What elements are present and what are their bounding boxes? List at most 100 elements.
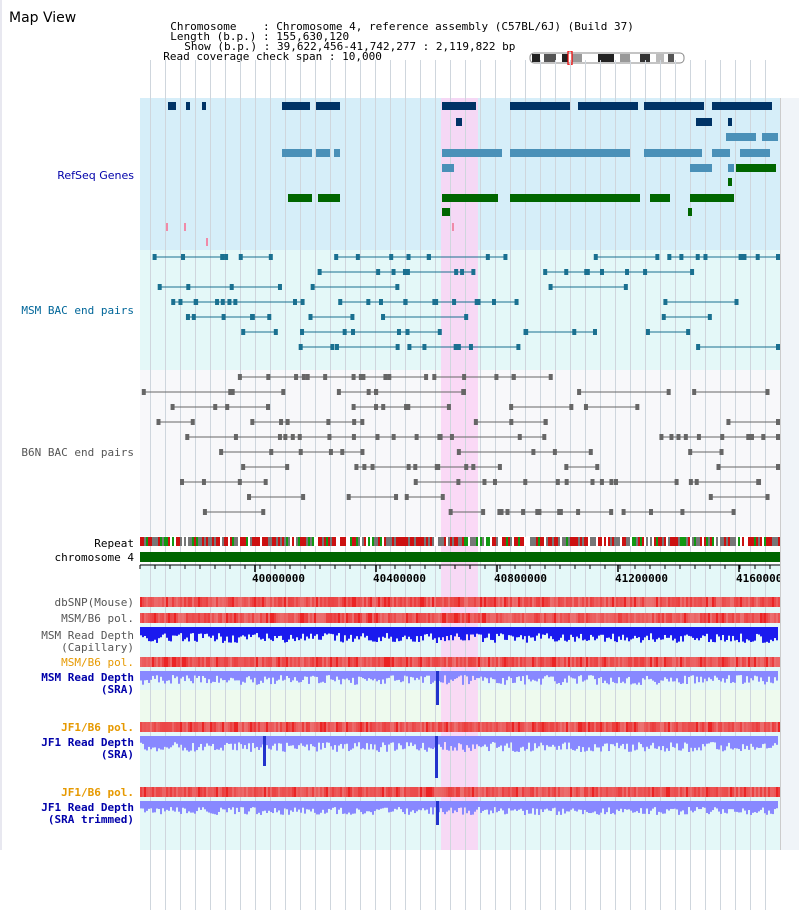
track-label-msm-depth-cap[interactable]: MSM Read Depth (41, 629, 134, 642)
msm-b6-pol-density (330, 613, 332, 623)
msm-sra-depth (586, 671, 588, 680)
msm-b6-pol-density (616, 657, 618, 667)
msm-b6-pol-density (576, 657, 578, 667)
msm-b6-pol-density (470, 613, 472, 623)
track-label-msm-bac[interactable]: MSM BAC end pairs (21, 304, 134, 317)
repeat-mark (538, 537, 540, 546)
jf1-trim-depth (594, 801, 596, 812)
msm-b6-pol-density (228, 657, 230, 667)
jf1-trim-depth (306, 801, 308, 810)
jf1-trim-depth (534, 801, 536, 815)
right-scroll-area[interactable] (780, 98, 799, 850)
track-label-chromosome[interactable]: chromosome 4 (54, 551, 134, 564)
msm-b6-pol-density (720, 657, 722, 667)
track-label-msm-depth-sra[interactable]: MSM Read Depth (41, 671, 134, 684)
b6n-bac-pair-end (448, 509, 453, 515)
repeat-mark (520, 537, 522, 546)
msm-sra-depth (662, 671, 664, 681)
msm-sra-depth (536, 671, 538, 682)
dbsnp-density (580, 597, 582, 607)
msm-capillary-depth (356, 627, 358, 637)
track-label-msm-b6-pol-1[interactable]: MSM/B6 pol. (61, 612, 134, 625)
msm-sra-depth (290, 671, 292, 683)
track-label-jf1-depth-trim[interactable]: JF1 Read Depth (41, 801, 134, 814)
msm-capillary-depth (386, 627, 388, 634)
msm-bac-pair-end (185, 314, 190, 320)
msm-b6-pol-density (530, 657, 532, 667)
jf1-sra-depth (450, 736, 452, 747)
msm-sra-depth (710, 671, 712, 680)
track-label-refseq[interactable]: RefSeq Genes (57, 169, 134, 182)
jf1-sra-depth (488, 736, 490, 752)
msm-b6-pol-density (660, 613, 662, 623)
repeat-mark (446, 537, 448, 546)
jf1-trim-depth (470, 801, 472, 815)
jf1-trim-depth (492, 801, 494, 814)
msm-bac-pair-end (381, 314, 386, 320)
msm-capillary-depth (572, 627, 574, 638)
jf1-b6-pol-density (460, 787, 462, 797)
jf1-b6-pol-density (452, 722, 454, 732)
msm-b6-pol-density (316, 657, 318, 667)
msm-sra-depth (508, 671, 510, 677)
jf1-trim-depth (288, 801, 290, 815)
repeat-mark (318, 537, 320, 546)
jf1-b6-pol-density (178, 787, 180, 797)
track-label-repeat[interactable]: Repeat (94, 537, 134, 550)
msm-sra-depth (150, 671, 152, 680)
msm-b6-pol-density (244, 613, 246, 623)
dbsnp-density (230, 597, 232, 607)
jf1-sra-depth (290, 736, 292, 746)
jf1-trim-depth (380, 801, 382, 809)
jf1-b6-pol-density (332, 787, 334, 797)
jf1-b6-pol-density (428, 787, 430, 797)
msm-capillary-depth (352, 627, 354, 642)
jf1-sra-depth (148, 736, 150, 747)
jf1-b6-pol-density (698, 722, 700, 732)
msm-capillary-depth (362, 627, 364, 634)
track-label-jf1-b6-pol-1[interactable]: JF1/B6 pol. (61, 721, 134, 734)
jf1-b6-pol-density (506, 722, 508, 732)
msm-bac-pair-end (663, 299, 668, 305)
track-label-b6n-bac[interactable]: B6N BAC end pairs (21, 446, 134, 459)
repeat-mark (506, 537, 508, 546)
track-label-dbsnp[interactable]: dbSNP(Mouse) (54, 596, 134, 609)
msm-sra-depth (504, 671, 506, 685)
jf1-trim-depth (704, 801, 706, 808)
msm-capillary-depth (472, 627, 474, 635)
jf1-sra-depth (442, 736, 444, 750)
msm-sra-depth (764, 671, 766, 685)
dbsnp-density (646, 597, 648, 607)
dbsnp-density (506, 597, 508, 607)
msm-sra-depth (484, 671, 486, 678)
msm-capillary-depth (702, 627, 704, 636)
msm-b6-pol-density (738, 657, 740, 667)
jf1-b6-pol-density (390, 722, 392, 732)
jf1-b6-pol-density (148, 787, 150, 797)
msm-capillary-depth (382, 627, 384, 637)
track-label-jf1-depth-sra[interactable]: JF1 Read Depth (41, 736, 134, 749)
dbsnp-density (678, 597, 680, 607)
msm-b6-pol-density (224, 657, 226, 667)
msm-sra-depth (442, 671, 444, 683)
jf1-trim-depth (370, 801, 372, 813)
dbsnp-density (232, 597, 234, 607)
jf1-b6-pol-density (534, 787, 536, 797)
genome-tracks[interactable] (0, 0, 800, 850)
repeat-mark (618, 537, 620, 546)
msm-b6-pol-density (760, 613, 762, 623)
msm-sra-depth (604, 671, 606, 681)
jf1-sra-depth (536, 736, 538, 749)
dbsnp-density (298, 597, 300, 607)
jf1-sra-depth (766, 736, 768, 749)
msm-sra-depth (154, 671, 156, 679)
msm-b6-pol-density (142, 613, 144, 623)
track-label-msm-b6-pol-2[interactable]: MSM/B6 pol. (61, 656, 134, 669)
jf1-b6-pol-density (660, 722, 662, 732)
jf1-b6-pol-density (690, 787, 692, 797)
msm-b6-pol-density (712, 657, 714, 667)
track-label-jf1-b6-pol-2[interactable]: JF1/B6 pol. (61, 786, 134, 799)
msm-b6-pol-density (306, 657, 308, 667)
dbsnp-density (736, 597, 738, 607)
jf1-b6-pol-density (270, 787, 272, 797)
